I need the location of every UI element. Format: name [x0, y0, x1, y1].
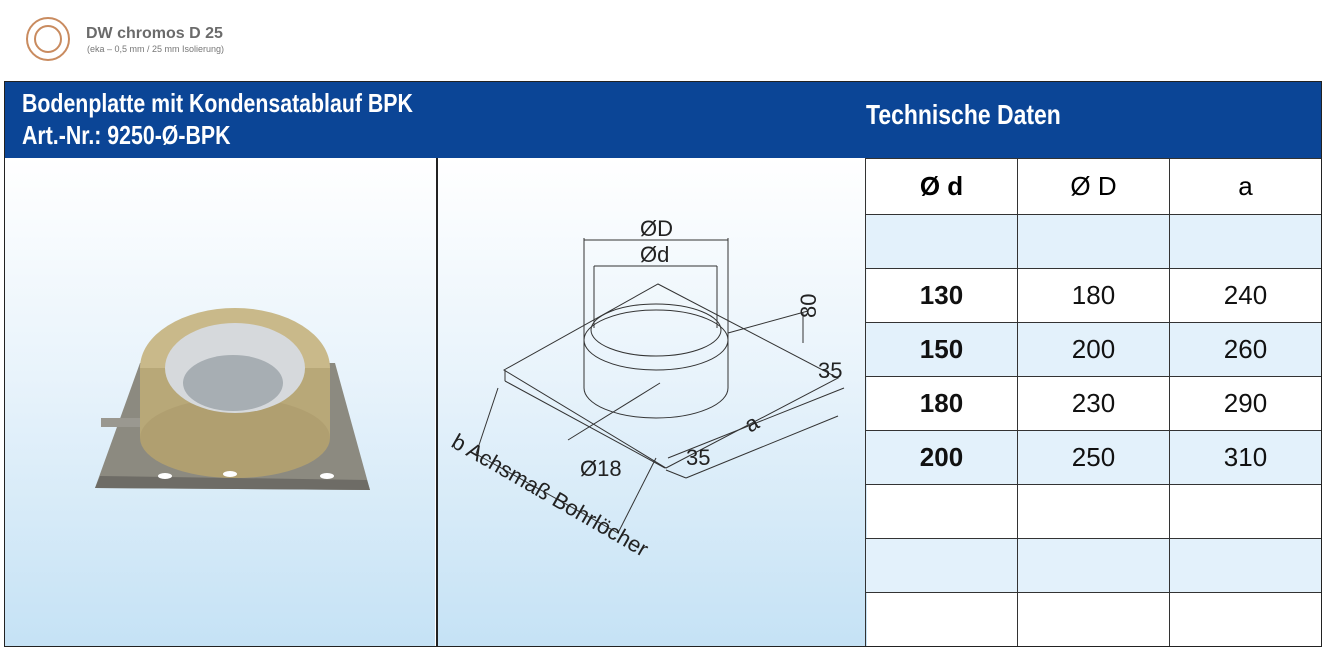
technical-data-table: Ø d Ø D a 130 180 240 150 200 260 180 230 290 …	[865, 158, 1322, 647]
cell	[1017, 214, 1170, 269]
product-photo-panel	[5, 158, 435, 646]
cell: 310	[1169, 430, 1322, 485]
cell: 200	[1017, 322, 1170, 377]
cell: 290	[1169, 376, 1322, 431]
col-header-D: Ø D	[1017, 158, 1170, 215]
label-outer-diameter: ØD	[640, 216, 673, 241]
label-height: 80	[796, 294, 821, 318]
label-drain-diameter: Ø18	[580, 456, 622, 481]
label-inner-diameter: Ød	[640, 242, 669, 267]
product-title: Bodenplatte mit Kondensatablauf BPK Art.…	[22, 87, 413, 151]
cell: 150	[865, 322, 1018, 377]
header-bar	[5, 82, 1322, 158]
cell: 200	[865, 430, 1018, 485]
brand-logo	[26, 17, 70, 61]
brand-name: DW chromos D 25	[86, 25, 223, 42]
cell	[865, 538, 1018, 593]
cell	[1017, 484, 1170, 539]
table-row	[865, 538, 1322, 593]
content-frame	[4, 81, 1322, 647]
table-header-row: Ø d Ø D a	[865, 158, 1322, 215]
table-row	[865, 484, 1322, 539]
brand-subtitle: (eka – 0,5 mm / 25 mm Isolierung)	[87, 44, 225, 54]
table-row	[865, 214, 1322, 269]
cell	[1169, 538, 1322, 593]
cell	[865, 214, 1018, 269]
col-header-a: a	[1169, 158, 1322, 215]
technical-data-title: Technische Daten	[866, 99, 1061, 130]
cell: 260	[1169, 322, 1322, 377]
table-row: 180 230 290	[865, 376, 1322, 431]
cell	[1169, 484, 1322, 539]
cell	[1017, 538, 1170, 593]
table-row: 150 200 260	[865, 322, 1322, 377]
cell	[1169, 214, 1322, 269]
cell: 180	[865, 376, 1018, 431]
product-photo	[95, 308, 370, 490]
label-edge-35-bottom: 35	[686, 445, 710, 470]
technical-drawing: ØD Ød 80 35 35 a Ø18 b Achsmaß Bohrlöche…	[448, 216, 845, 562]
cell	[1017, 592, 1170, 647]
title-line-1: Bodenplatte mit Kondensatablauf BPK	[22, 88, 413, 118]
article-number: Art.-Nr.: 9250-Ø-BPK	[22, 120, 231, 150]
cell	[1169, 592, 1322, 647]
technical-drawing-panel: ØD Ød 80 35 35 a Ø18 b Achsmaß Bohrlöche…	[436, 158, 867, 646]
cell: 130	[865, 268, 1018, 323]
table-row	[865, 592, 1322, 647]
table-row: 130 180 240	[865, 268, 1322, 323]
label-edge-35-right: 35	[818, 358, 842, 383]
